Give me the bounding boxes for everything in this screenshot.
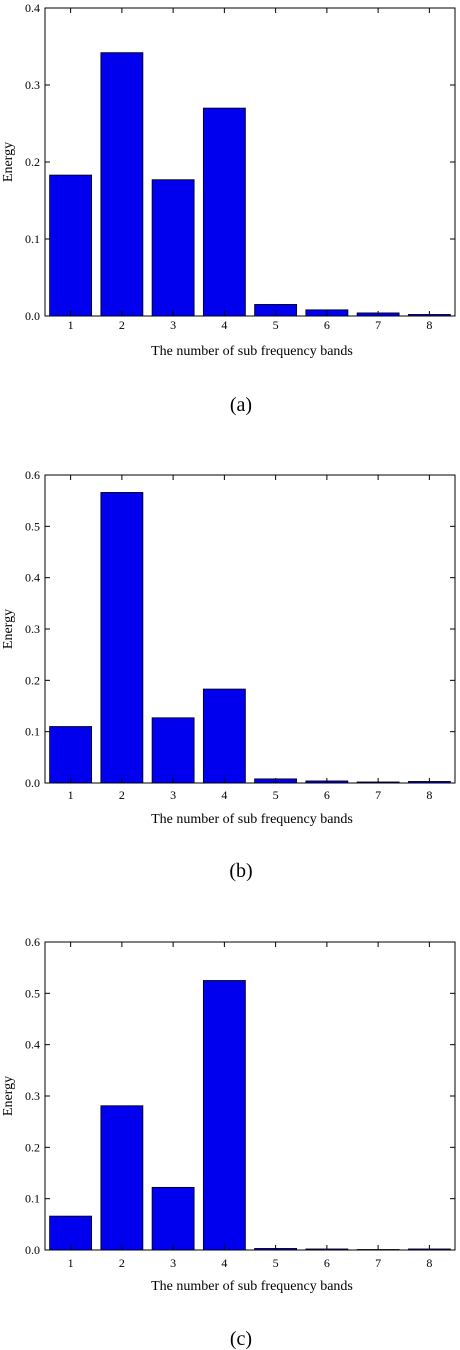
bar-1 [49, 726, 93, 784]
x-tick-label: 5 [273, 1256, 279, 1270]
bar-1 [49, 1215, 93, 1251]
y-axis-label: Energy [1, 142, 16, 182]
y-tick-label: 0.3 [25, 1089, 40, 1103]
y-axis-label: Energy [1, 1076, 16, 1116]
x-tick-label: 8 [426, 788, 432, 802]
y-tick-label: 0.0 [25, 776, 40, 790]
bar-2 [100, 52, 144, 317]
x-tick-label: 2 [119, 788, 125, 802]
x-tick-label: 4 [221, 788, 227, 802]
x-tick-label: 6 [324, 1256, 330, 1270]
bar-2 [100, 492, 144, 784]
x-tick-label: 6 [324, 318, 330, 332]
chart-panel-c: 1 2 3 4 5 6 7 8 0.0 0.1 0.2 0.3 0.4 0.5 0.6 The number … [1, 935, 456, 1350]
y-tick-label: 0.2 [25, 1140, 40, 1154]
x-tick-label: 1 [68, 788, 74, 802]
x-tick-label: 5 [273, 788, 279, 802]
y-tick-label: 0.5 [25, 519, 40, 533]
chart-panel-b: 1 2 3 4 5 6 7 8 0.0 0.1 0.2 0.3 0.4 0.5 0.6 The number … [1, 468, 456, 882]
x-tick-label: 7 [375, 788, 381, 802]
x-tick-label: 7 [375, 318, 381, 332]
x-tick-label: 1 [68, 318, 74, 332]
x-axis-label: The number of sub frequency bands [151, 812, 353, 827]
x-tick-label: 7 [375, 1256, 381, 1270]
x-tick-label: 1 [68, 1256, 74, 1270]
bar-3 [151, 179, 195, 317]
chart-panel-a: 1 2 3 4 5 6 7 8 0.0 0.1 0.2 0.3 0.4 The number of sub… [1, 1, 456, 416]
y-tick-label: 0.6 [25, 935, 40, 949]
y-tick-label: 0.5 [25, 986, 40, 1000]
y-axis-label: Energy [1, 609, 16, 649]
x-tick-label: 4 [221, 1256, 227, 1270]
x-tick-label: 8 [426, 318, 432, 332]
bar-1 [49, 174, 93, 317]
x-tick-label: 4 [221, 318, 227, 332]
y-tick-label: 0.4 [25, 1038, 40, 1052]
bar-4 [202, 980, 246, 1251]
x-tick-label: 5 [273, 318, 279, 332]
x-tick-label: 3 [170, 788, 176, 802]
bar-2 [100, 1105, 144, 1251]
panel-label: (c) [230, 1328, 252, 1350]
y-tick-label: 0.0 [25, 309, 40, 323]
panel-label: (b) [229, 860, 252, 882]
x-tick-label: 3 [170, 1256, 176, 1270]
y-tick-label: 0.3 [25, 622, 40, 636]
y-tick-label: 0.4 [25, 571, 40, 585]
x-tick-label: 2 [119, 318, 125, 332]
y-tick-label: 0.2 [25, 155, 40, 169]
bar-4 [202, 688, 246, 784]
bar-4 [202, 107, 246, 317]
y-tick-label: 0.0 [25, 1243, 40, 1257]
x-tick-label: 2 [119, 1256, 125, 1270]
y-tick-label: 0.1 [25, 1192, 40, 1206]
x-tick-label: 6 [324, 788, 330, 802]
x-axis-label: The number of sub frequency bands [151, 344, 353, 359]
bar-3 [151, 1186, 195, 1251]
y-tick-label: 0.3 [25, 78, 40, 92]
bar-3 [151, 717, 195, 784]
y-tick-label: 0.2 [25, 673, 40, 687]
x-tick-label: 3 [170, 318, 176, 332]
y-tick-label: 0.1 [25, 725, 40, 739]
y-tick-label: 0.6 [25, 468, 40, 482]
y-tick-label: 0.4 [25, 1, 40, 15]
y-tick-label: 0.1 [25, 232, 40, 246]
x-tick-label: 8 [426, 1256, 432, 1270]
x-axis-label: The number of sub frequency bands [151, 1279, 353, 1294]
panel-label: (a) [230, 394, 252, 416]
